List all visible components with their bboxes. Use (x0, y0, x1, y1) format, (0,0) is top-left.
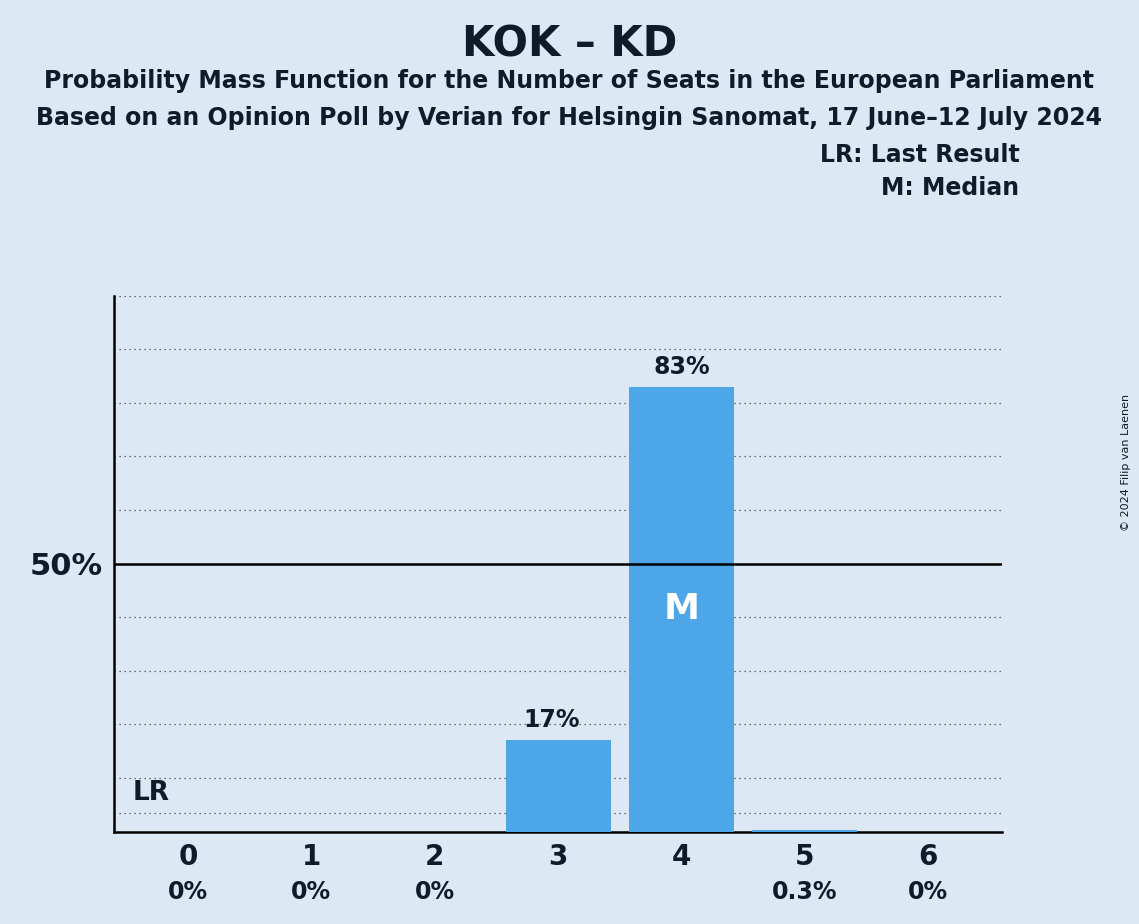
Text: 0%: 0% (908, 880, 949, 904)
Bar (753, 830, 858, 832)
Text: 0%: 0% (292, 880, 331, 904)
Text: LR: LR (132, 781, 170, 807)
Bar (506, 740, 611, 832)
Bar (629, 387, 734, 832)
Text: M: Median: M: Median (882, 176, 1019, 200)
Text: M: M (664, 592, 699, 626)
Text: 83%: 83% (653, 355, 710, 379)
Text: Probability Mass Function for the Number of Seats in the European Parliament: Probability Mass Function for the Number… (44, 69, 1095, 93)
Text: 0%: 0% (167, 880, 208, 904)
Text: © 2024 Filip van Laenen: © 2024 Filip van Laenen (1121, 394, 1131, 530)
Text: LR: Last Result: LR: Last Result (820, 143, 1019, 167)
Text: 0%: 0% (415, 880, 454, 904)
Text: KOK – KD: KOK – KD (462, 23, 677, 65)
Text: 0.3%: 0.3% (772, 880, 837, 904)
Text: Based on an Opinion Poll by Verian for Helsingin Sanomat, 17 June–12 July 2024: Based on an Opinion Poll by Verian for H… (36, 106, 1103, 130)
Text: 17%: 17% (524, 709, 580, 733)
